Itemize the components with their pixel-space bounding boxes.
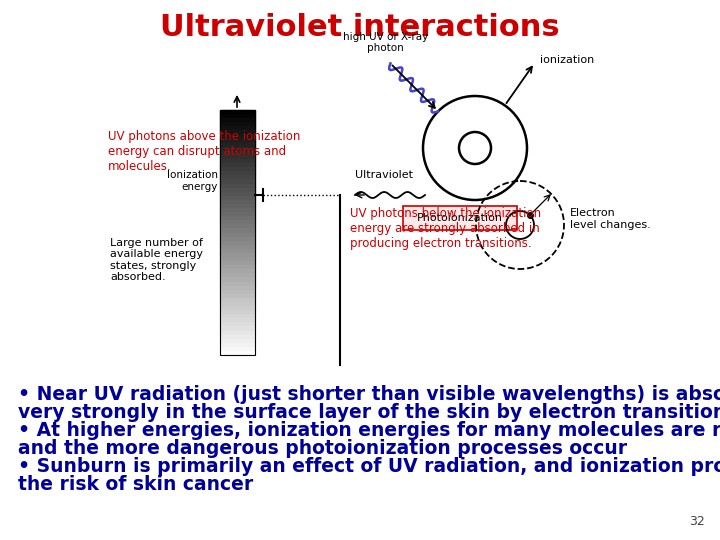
Text: the risk of skin cancer: the risk of skin cancer xyxy=(18,475,253,494)
Bar xyxy=(220,184,255,187)
Bar xyxy=(220,269,255,273)
Bar xyxy=(220,176,255,179)
Bar xyxy=(220,216,255,220)
Text: Ultraviolet interactions: Ultraviolet interactions xyxy=(160,14,560,43)
Bar xyxy=(220,237,255,241)
Bar xyxy=(220,330,255,335)
Bar xyxy=(220,326,255,330)
Bar xyxy=(220,204,255,208)
Bar xyxy=(220,151,255,155)
Bar xyxy=(220,273,255,278)
Text: Ultraviolet: Ultraviolet xyxy=(355,170,413,180)
Text: ionization: ionization xyxy=(540,55,594,65)
Bar xyxy=(220,322,255,326)
Bar xyxy=(220,118,255,122)
Bar xyxy=(220,224,255,228)
Bar xyxy=(220,306,255,310)
Bar xyxy=(220,351,255,355)
Bar xyxy=(220,318,255,322)
Bar xyxy=(220,110,255,355)
Text: • Sunburn is primarily an effect of UV radiation, and ionization produces: • Sunburn is primarily an effect of UV r… xyxy=(18,457,720,476)
Bar xyxy=(220,314,255,318)
Text: Ionization
energy: Ionization energy xyxy=(167,171,218,192)
Text: UV photons above the ionization
energy can disrupt atoms and
molecules.: UV photons above the ionization energy c… xyxy=(108,130,300,173)
Bar xyxy=(220,233,255,237)
Bar xyxy=(220,228,255,233)
Bar xyxy=(220,294,255,298)
Bar xyxy=(220,208,255,212)
Bar xyxy=(220,265,255,269)
Bar xyxy=(220,245,255,249)
Bar xyxy=(220,167,255,171)
Bar xyxy=(220,179,255,184)
Bar xyxy=(220,241,255,245)
Bar xyxy=(220,289,255,294)
Bar xyxy=(220,139,255,143)
Bar xyxy=(220,155,255,159)
Bar xyxy=(220,343,255,347)
Bar xyxy=(220,278,255,281)
Bar xyxy=(220,159,255,163)
Bar xyxy=(220,195,255,200)
Text: Electron
level changes.: Electron level changes. xyxy=(570,208,651,230)
Text: • Near UV radiation (just shorter than visible wavelengths) is absorbed: • Near UV radiation (just shorter than v… xyxy=(18,385,720,404)
Bar xyxy=(220,298,255,302)
Text: 32: 32 xyxy=(689,515,705,528)
Bar xyxy=(220,200,255,204)
Bar xyxy=(220,147,255,151)
Bar xyxy=(220,261,255,265)
Bar xyxy=(220,220,255,224)
Bar xyxy=(220,310,255,314)
Text: Photoionization: Photoionization xyxy=(417,213,503,223)
Bar xyxy=(220,131,255,134)
Bar xyxy=(220,192,255,195)
Bar xyxy=(220,126,255,131)
Bar xyxy=(220,302,255,306)
Bar xyxy=(220,187,255,192)
Bar xyxy=(220,339,255,343)
Bar xyxy=(220,143,255,147)
Text: UV photons below the ionization
energy are strongly absorbed in
producing electr: UV photons below the ionization energy a… xyxy=(350,207,541,250)
Bar xyxy=(220,281,255,286)
Bar xyxy=(220,249,255,253)
Bar xyxy=(220,253,255,257)
Bar xyxy=(220,347,255,351)
Bar xyxy=(220,257,255,261)
Bar xyxy=(220,171,255,176)
Text: high UV or X-ray
photon: high UV or X-ray photon xyxy=(343,32,428,53)
Bar xyxy=(220,212,255,216)
FancyBboxPatch shape xyxy=(403,206,517,230)
Bar xyxy=(220,335,255,339)
Bar xyxy=(220,286,255,289)
Text: Large number of
available energy
states, strongly
absorbed.: Large number of available energy states,… xyxy=(110,238,203,282)
Text: and the more dangerous photoionization processes occur: and the more dangerous photoionization p… xyxy=(18,439,627,458)
Bar xyxy=(220,110,255,114)
Bar xyxy=(220,114,255,118)
Bar xyxy=(220,163,255,167)
Bar xyxy=(220,134,255,139)
Bar xyxy=(220,122,255,126)
Text: very strongly in the surface layer of the skin by electron transitions: very strongly in the surface layer of th… xyxy=(18,403,720,422)
Text: • At higher energies, ionization energies for many molecules are reached: • At higher energies, ionization energie… xyxy=(18,421,720,440)
